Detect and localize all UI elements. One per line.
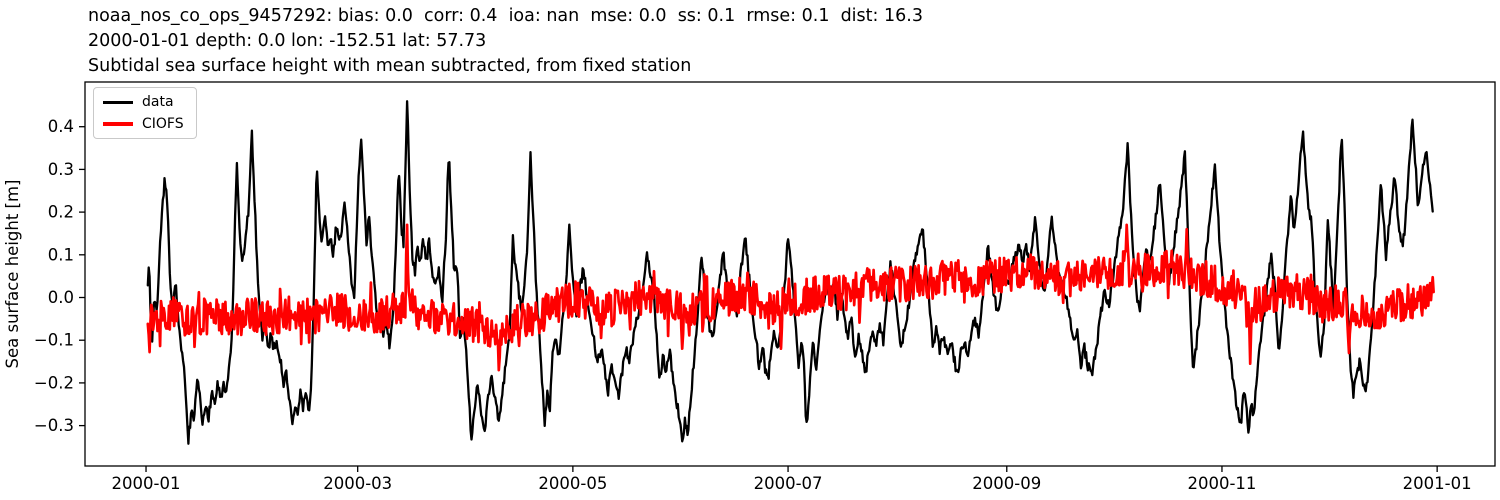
- ciofs-series-line: [146, 223, 1435, 372]
- y-tick-label: 0.0: [48, 288, 74, 307]
- y-tick-label: 0.2: [48, 203, 74, 222]
- y-tick-label: 0.1: [48, 245, 74, 264]
- data-series-line: [146, 100, 1434, 445]
- y-tick-label: 0.3: [48, 160, 74, 179]
- x-tick-label: 2000-09: [972, 474, 1041, 493]
- y-tick-label: −0.3: [34, 416, 74, 435]
- y-axis-label: Sea surface height [m]: [3, 180, 22, 369]
- figure-title-line-3: Subtidal sea surface height with mean su…: [88, 56, 692, 76]
- legend-item-data: data: [103, 93, 184, 111]
- x-tick-label: 2000-07: [754, 474, 823, 493]
- x-tick-label: 2000-05: [538, 474, 607, 493]
- x-tick-label: 2000-11: [1187, 474, 1256, 493]
- legend-line-sample-data: [103, 100, 133, 104]
- x-tick-label: 2001-01: [1403, 474, 1472, 493]
- legend-line-sample-ciofs: [103, 122, 133, 126]
- y-tick-label: 0.4: [48, 117, 74, 136]
- legend: data CIOFS: [93, 87, 197, 139]
- legend-label-ciofs: CIOFS: [142, 116, 184, 132]
- x-tick-label: 2000-01: [112, 474, 181, 493]
- legend-label-data: data: [142, 94, 174, 110]
- figure-title-line-2: 2000-01-01 depth: 0.0 lon: -152.51 lat: …: [88, 31, 487, 51]
- axes-spines: [84, 81, 1496, 467]
- title-block: noaa_nos_co_ops_9457292: bias: 0.0 corr:…: [88, 4, 923, 79]
- y-tick-label: −0.1: [34, 331, 74, 350]
- y-tick-label: −0.2: [34, 373, 74, 392]
- legend-item-ciofs: CIOFS: [103, 115, 184, 133]
- figure-title-line-1: noaa_nos_co_ops_9457292: bias: 0.0 corr:…: [88, 6, 923, 26]
- x-tick-label: 2000-03: [323, 474, 392, 493]
